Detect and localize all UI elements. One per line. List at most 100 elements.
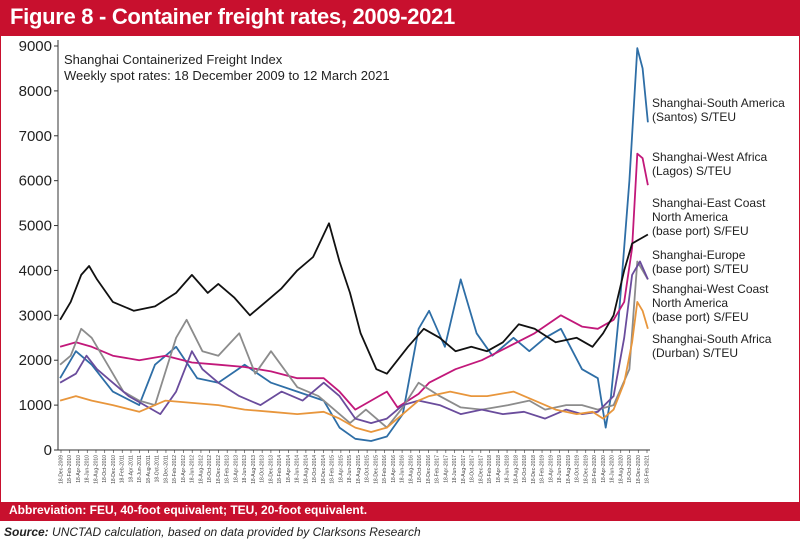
x-tick-label: 18-Jun-2016 [400, 455, 406, 483]
x-tick-label: 18-Feb-2014 [277, 455, 283, 484]
x-tick-label: 18-Dec-2014 [321, 455, 327, 484]
y-tick-label: 3000 [19, 307, 52, 324]
x-tick-label: 18-Aug-2018 [513, 455, 519, 484]
x-tick-label: 18-Dec-2020 [636, 455, 642, 484]
abbreviation-bar [0, 502, 800, 520]
x-tick-label: 18-Jun-2014 [295, 455, 301, 483]
legend-label-west-coast: Shanghai-West Coast North America (base … [652, 282, 800, 324]
series-line-1 [59, 152, 649, 411]
y-tick-label: 7000 [19, 128, 52, 145]
x-tick-label: 18-Feb-2012 [172, 455, 178, 484]
x-tick-label: 18-Apr-2017 [443, 455, 449, 483]
x-tick-label: 18-Feb-2018 [487, 455, 493, 484]
series-line-3 [59, 260, 649, 429]
x-tick-label: 18-Apr-2010 [76, 455, 82, 483]
legend-label-line: Shanghai-West Africa [652, 150, 768, 164]
x-tick-label: 18-Oct-2018 [522, 455, 528, 483]
source-label: Source: [4, 525, 49, 539]
x-tick-label: 18-Apr-2014 [286, 455, 292, 483]
x-tick-label: 18-Aug-2020 [618, 455, 624, 484]
x-tick-label: 18-Apr-2011 [128, 455, 134, 483]
legend-label-line: Shanghai-West Coast [652, 282, 769, 296]
x-tick-label: 18-Aug-2015 [356, 455, 362, 484]
x-tick-label: 18-Apr-2016 [391, 455, 397, 483]
x-tick-label: 18-Apr-2015 [338, 455, 344, 483]
x-tick-label: 18-Oct-2014 [312, 455, 318, 483]
x-tick-label: 18-Dec-2011 [163, 455, 169, 484]
x-tick-label: 18-Jun-2013 [242, 455, 248, 483]
legend-label-east-coast: Shanghai-East Coast North America (base … [652, 196, 800, 238]
series-line-0 [59, 47, 649, 442]
x-tick-label: 18-Oct-2020 [627, 455, 633, 483]
legend-label-line: (base port) S/FEU [652, 310, 749, 324]
legend-label-line: North America [652, 296, 729, 310]
legend-label-line: Shanghai-Europe [652, 248, 746, 262]
legend-label-line: (Durban) S/TEU [652, 346, 739, 360]
y-tick-label: 2000 [19, 352, 52, 369]
legend-label-santos: Shanghai-South America (Santos) S/TEU [652, 96, 800, 124]
x-tick-label: 18-Dec-2009 [59, 455, 65, 484]
legend-label-line: Shanghai-South Africa [652, 332, 772, 346]
source-note: Source: UNCTAD calculation, based on dat… [4, 525, 421, 539]
x-tick-label: 18-Aug-2010 [93, 455, 99, 484]
x-tick-label: 18-Oct-2012 [207, 455, 213, 483]
series-line-2 [59, 222, 649, 375]
x-tick-label: 18-Jun-2010 [85, 455, 91, 483]
x-tick-label: 18-Jun-2017 [452, 455, 458, 483]
legend-label-europe: Shanghai-Europe (base port) S/TEU [652, 248, 800, 276]
x-tick-label: 18-Jun-2015 [347, 455, 353, 483]
x-tick-label: 18-Jun-2012 [190, 455, 196, 483]
x-tick-label: 18-Apr-2019 [548, 455, 554, 483]
figure-title: Figure 8 - Container freight rates, 2009… [10, 4, 455, 29]
x-tick-label: 18-Dec-2018 [531, 455, 537, 484]
x-tick-label: 18-Feb-2021 [645, 455, 651, 484]
x-tick-label: 18-Dec-2013 [268, 455, 274, 484]
x-tick-label: 18-Aug-2012 [198, 455, 204, 484]
y-tick-label: 4000 [19, 262, 52, 279]
x-tick-label: 18-Feb-2015 [330, 455, 336, 484]
x-tick-label: 18-Oct-2015 [365, 455, 371, 483]
x-tick-label: 18-Dec-2016 [426, 455, 432, 484]
x-axis: 18-Dec-2009 18-Feb-2010 18-Apr-2010 18-Jun-… [58, 449, 651, 484]
y-axis: 0 1000 2000 3000 4000 5000 6000 7000 8000 9000 [19, 38, 59, 459]
legend-label-line: North America [652, 210, 729, 224]
x-tick-label: 18-Jun-2020 [610, 455, 616, 483]
legend-label-line: Shanghai-East Coast [652, 196, 766, 210]
chart-subtitle-line-2: Weekly spot rates: 18 December 2009 to 1… [64, 68, 390, 83]
x-tick-label: 18-Dec-2010 [111, 455, 117, 484]
x-tick-label: 18-Jun-2018 [505, 455, 511, 483]
series-lines [59, 47, 649, 442]
x-tick-label: 18-Jun-2019 [557, 455, 563, 483]
x-tick-label: 18-Oct-2010 [102, 455, 108, 483]
x-tick-label: 18-Oct-2017 [470, 455, 476, 483]
y-tick-label: 9000 [19, 38, 52, 55]
x-tick-label: 18-Aug-2011 [146, 455, 152, 484]
y-tick-label: 0 [44, 442, 52, 459]
legend-label-durban: Shanghai-South Africa (Durban) S/TEU [652, 332, 800, 360]
x-tick-label: 18-Feb-2013 [225, 455, 231, 484]
x-tick-label: 18-Aug-2013 [251, 455, 257, 484]
x-tick-label: 18-Dec-2012 [216, 455, 222, 484]
abbreviation-note: Abbreviation: FEU, 40-foot equivalent; T… [9, 503, 368, 517]
x-tick-label: 18-Oct-2013 [260, 455, 266, 483]
x-tick-label: 18-Jun-2011 [137, 455, 143, 483]
y-tick-label: 6000 [19, 173, 52, 190]
x-tick-label: 18-Oct-2019 [575, 455, 581, 483]
source-text: UNCTAD calculation, based on data provid… [52, 525, 421, 539]
x-tick-label: 18-Dec-2015 [373, 455, 379, 484]
legend-label-line: (base port) S/TEU [652, 262, 749, 276]
x-tick-label: 18-Oct-2016 [417, 455, 423, 483]
x-tick-label: 18-Feb-2020 [592, 455, 598, 484]
x-tick-label: 18-Aug-2016 [408, 455, 414, 484]
x-tick-label: 18-Feb-2016 [382, 455, 388, 484]
x-tick-label: 18-Aug-2017 [461, 455, 467, 484]
legend-label-line: (Santos) S/TEU [652, 110, 737, 124]
x-tick-label: 18-Apr-2018 [496, 455, 502, 483]
legend-label-lagos: Shanghai-West Africa (Lagos) S/TEU [652, 150, 800, 178]
x-tick-label: 18-Feb-2019 [540, 455, 546, 484]
y-tick-label: 5000 [19, 218, 52, 235]
x-tick-label: 18-Apr-2013 [233, 455, 239, 483]
y-tick-label: 1000 [19, 397, 52, 414]
